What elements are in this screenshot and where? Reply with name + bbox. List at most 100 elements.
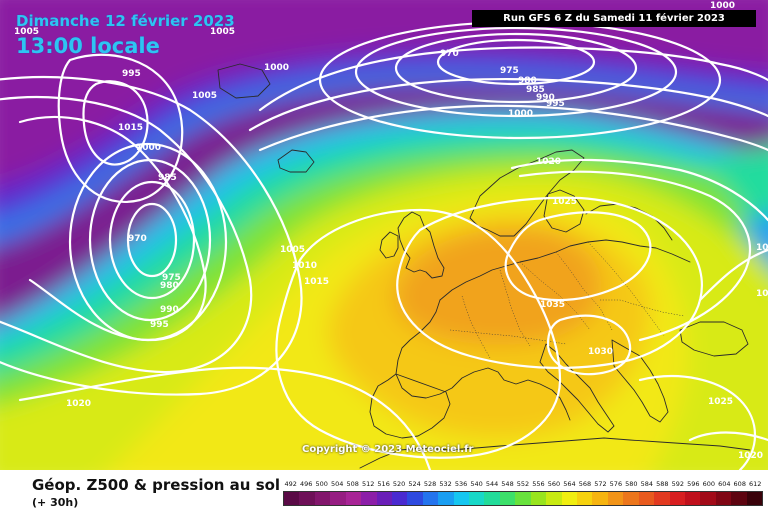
- isobar-label: 990: [160, 305, 179, 315]
- isobar-label: 970: [440, 49, 459, 59]
- isobar-label: 1020: [536, 157, 561, 167]
- isobar-label: 1025: [708, 397, 733, 407]
- isobar-label: 1020: [738, 451, 763, 461]
- isobar-label: 990: [536, 93, 555, 103]
- forecast-time: 13:00 locale: [16, 34, 160, 58]
- scale-tick-label: 608: [733, 480, 746, 488]
- isobar-labels: 1005 1005 995 1000 970 975 980 985 990 9…: [14, 1, 768, 461]
- scale-tick-label: 532: [439, 480, 452, 488]
- isobar-label: 1000: [264, 63, 289, 73]
- legend-panel: Géop. Z500 & pression au sol (+ 30h) 492…: [0, 470, 768, 515]
- color-swatch: [438, 492, 454, 505]
- color-swatch: [746, 492, 763, 505]
- color-swatch: [546, 492, 562, 505]
- scale-tick-label: 504: [330, 480, 344, 488]
- isobar-label: 975: [162, 273, 181, 283]
- scale-tick-label: 512: [361, 480, 375, 488]
- color-swatch: [345, 492, 362, 505]
- scale-tick-label: 496: [300, 480, 313, 488]
- scale-tick-label: 612: [749, 480, 762, 488]
- isobar-label: 1015: [304, 277, 329, 287]
- isobar-label: 985: [526, 85, 545, 95]
- color-swatch: [469, 492, 485, 505]
- color-swatch: [391, 492, 408, 505]
- scale-tick-label: 604: [718, 480, 731, 488]
- forecast-offset: (+ 30h): [32, 496, 79, 509]
- isobar-label: 980: [518, 76, 537, 86]
- color-swatch: [731, 492, 747, 505]
- scale-tick-label: 524: [408, 480, 421, 488]
- color-swatch: [376, 492, 392, 505]
- isobars: [0, 20, 768, 470]
- isobar-label: 1015: [756, 289, 768, 299]
- color-swatch: [407, 492, 423, 505]
- weather-map: 1005 1005 995 1000 970 975 980 985 990 9…: [0, 0, 768, 470]
- isobar-label: 995: [546, 99, 565, 109]
- scale-tick-label: 548: [501, 480, 514, 488]
- scale-tick-label: 516: [377, 480, 390, 488]
- color-swatch: [577, 492, 593, 505]
- isobar-label: 1035: [540, 300, 565, 310]
- isobar-label: 1025: [552, 197, 577, 207]
- scale-tick-label: 600: [702, 480, 715, 488]
- color-swatch: [561, 492, 578, 505]
- scale-tick-label: 568: [578, 480, 592, 488]
- isobar-label: 1030: [588, 347, 613, 357]
- copyright-notice: Copyright © 2023 Meteociel.fr: [302, 444, 474, 455]
- isobar-label: 1015: [118, 123, 143, 133]
- isobar-label: 980: [160, 281, 179, 291]
- color-swatch: [623, 492, 639, 505]
- map-title: Géop. Z500 & pression au sol: [32, 476, 281, 494]
- isobar-label: 1000: [136, 143, 161, 153]
- isobar-label: 1000: [508, 109, 533, 119]
- scale-tick-label: 544: [485, 480, 499, 488]
- model-run-label: Run GFS 6 Z du Samedi 11 février 2023: [472, 10, 756, 27]
- scale-tick-label: 520: [392, 480, 406, 488]
- color-swatch: [669, 492, 685, 505]
- color-swatch: [484, 492, 500, 505]
- scale-tick-label: 572: [594, 480, 607, 488]
- color-swatch: [314, 492, 331, 505]
- color-swatch: [715, 492, 732, 505]
- geopotential-field: [0, 0, 768, 470]
- isobar-label: 1005: [210, 27, 235, 37]
- scale-tick-label: 500: [315, 480, 328, 488]
- isobar-label: 970: [128, 234, 147, 244]
- color-swatch: [638, 492, 655, 505]
- color-swatch: [700, 492, 716, 505]
- scale-tick-label: 576: [609, 480, 623, 488]
- isobar-label: 995: [150, 320, 169, 330]
- color-swatch: [361, 492, 377, 505]
- color-swatch: [607, 492, 624, 505]
- scale-tick-label: 584: [640, 480, 654, 488]
- isobar-label: 1005: [756, 243, 768, 253]
- color-swatch: [654, 492, 670, 505]
- coastlines: [217, 63, 751, 469]
- isobar-label: 995: [122, 69, 141, 79]
- scale-tick-label: 536: [454, 480, 468, 488]
- isobar-label: 1005: [14, 27, 39, 37]
- isobar-label: 1005: [192, 91, 217, 101]
- scale-tick-label: 540: [470, 480, 483, 488]
- color-scale-bar: [283, 491, 763, 506]
- scale-tick-label: 596: [687, 480, 700, 488]
- isobar-label: 1000: [710, 1, 735, 11]
- scale-tick-label: 552: [516, 480, 530, 488]
- scale-tick-label: 580: [625, 480, 638, 488]
- forecast-date: Dimanche 12 février 2023: [16, 12, 235, 30]
- color-scale-labels: 492 496 500 504 508 512 516 520 524 528 532 536 540 5…: [283, 480, 763, 490]
- color-swatch: [499, 492, 516, 505]
- country-borders: [449, 241, 685, 359]
- isobar-label: 985: [158, 173, 177, 183]
- color-swatch: [684, 492, 701, 505]
- scale-tick-label: 588: [656, 480, 669, 488]
- isobar-label: 1005: [280, 245, 305, 255]
- scale-tick-label: 508: [346, 480, 359, 488]
- color-swatch: [284, 492, 300, 505]
- isobar-label: 975: [500, 66, 519, 76]
- isobar-label: 1020: [66, 399, 91, 409]
- color-swatch: [299, 492, 315, 505]
- color-swatch: [330, 492, 346, 505]
- isobar-label: 1010: [292, 261, 317, 271]
- scale-tick-label: 556: [532, 480, 545, 488]
